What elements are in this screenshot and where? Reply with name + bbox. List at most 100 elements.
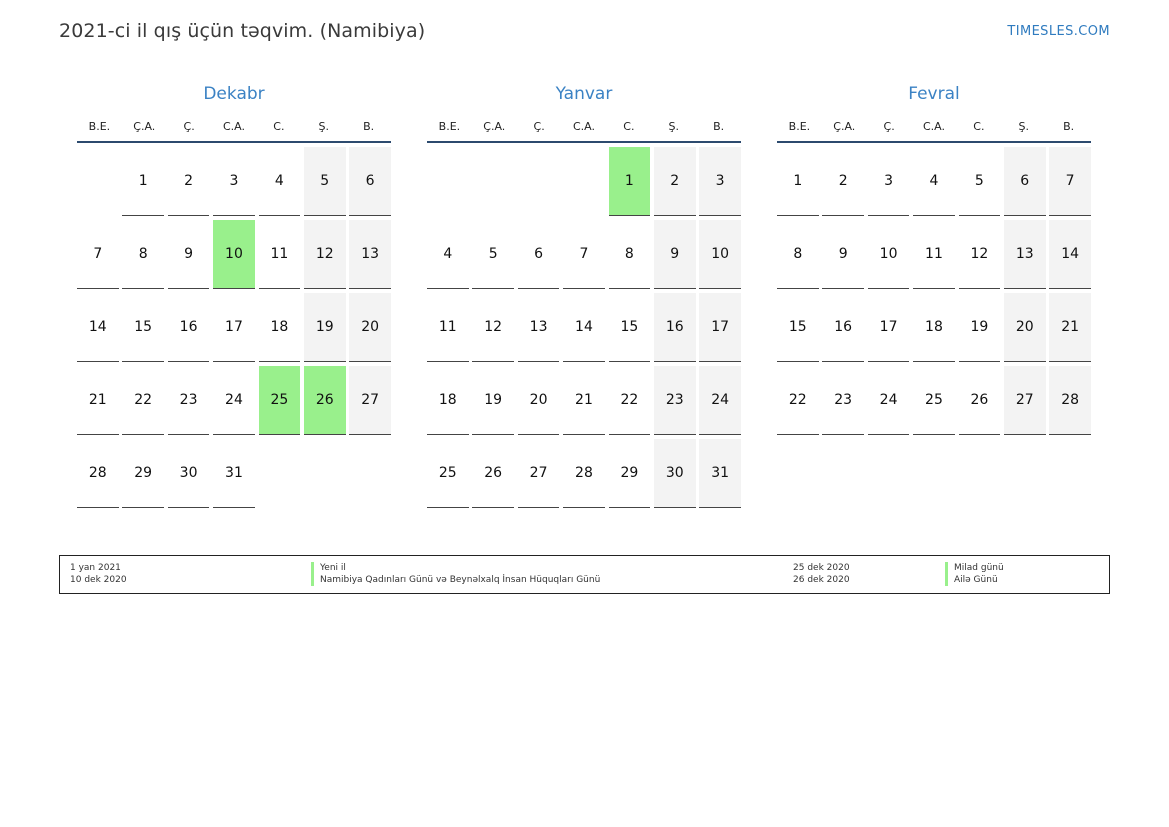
day-cell: 16 [167,293,210,362]
day-cell: 3 [213,147,255,216]
day-cell: 23 [822,366,864,435]
day-cell: 21 [1049,293,1091,362]
day-cell: 21 [77,366,119,435]
empty-cell [77,147,119,216]
day-cell: 19 [303,293,346,362]
weekday-label: Ş. [668,120,679,133]
day-cell: 12 [472,293,514,362]
weekday-header: B.E. Ç.A. Ç. C.A. C. Ş. B. [777,106,1091,143]
day-cell: 6 [349,147,391,216]
day-cell: 3 [699,147,741,216]
empty-cell [427,147,469,216]
weekday-label: B.E. [788,120,811,133]
weekday-label: C.A. [573,120,596,133]
day-cell: 25 [913,366,955,435]
day-cell: 24 [699,366,741,435]
legend-date: 25 dek 2020 [793,563,850,573]
day-cell: 18 [427,366,469,435]
day-cell: 14 [563,293,605,362]
legend-left-names: Yeni il Namibiya Qadınları Günü və Beynə… [311,562,600,586]
day-cell: 14 [1049,220,1091,289]
holiday-day-cell: 1 [608,147,651,216]
brand-link[interactable]: TIMESLES.COM [1007,24,1110,39]
day-cell: 29 [608,439,651,508]
day-cell: 15 [122,293,164,362]
day-cell: 6 [517,220,560,289]
day-cell: 4 [913,147,955,216]
page-title: 2021-ci il qış üçün təqvim. (Namibiya) [59,20,426,42]
day-cell: 18 [913,293,955,362]
day-cell: 25 [427,439,469,508]
legend-left-dates: 1 yan 2021 10 dek 2020 [70,562,127,586]
day-cell: 9 [167,220,210,289]
month-fevral: Fevral B.E. Ç.A. Ç. C.A. C. Ş. B. 1 2 3 4 5 6 7 8 9 10 11 1… [777,84,1091,435]
day-cell: 13 [517,293,560,362]
day-cell: 3 [867,147,910,216]
day-cell: 27 [1003,366,1046,435]
day-cell: 4 [258,147,301,216]
legend-holiday-name: Ailə Günü [945,574,1004,586]
legend-right-names: Milad günü Ailə Günü [945,562,1004,586]
day-cell: 6 [1003,147,1046,216]
legend-holiday-name: Milad günü [945,562,1004,574]
month-yanvar: Yanvar B.E. Ç.A. Ç. C.A. C. Ş. B. 1 2 3 4 5 6 7 8 9 10 11 1… [427,84,741,508]
weekday-label: Ş. [318,120,329,133]
weekday-label: C.A. [923,120,946,133]
weekday-header: B.E. Ç.A. Ç. C.A. C. Ş. B. [427,106,741,143]
month-dekabr: Dekabr B.E. Ç.A. Ç. C.A. C. Ş. B. 1 2 3 4 5 6 7 8 9 10 11 1… [77,84,391,508]
empty-cell [563,147,605,216]
day-cell: 12 [303,220,346,289]
weekday-label: C. [273,120,285,133]
weekday-label: Ç. [533,120,545,133]
weekday-label: Ş. [1018,120,1029,133]
weekday-label: C. [623,120,635,133]
day-cell: 2 [167,147,210,216]
day-cell: 5 [472,220,514,289]
day-grid: 1 2 3 4 5 6 7 8 9 10 11 12 13 14 15 16 17 18 19 20 21 22 23 24 2… [427,147,741,508]
legend-holiday-name: Namibiya Qadınları Günü və Beynəlxalq İn… [311,574,600,586]
empty-cell [472,147,514,216]
day-cell: 7 [563,220,605,289]
day-cell: 15 [777,293,819,362]
weekday-label: Ç.A. [133,120,156,133]
weekday-label: Ç. [183,120,195,133]
day-cell: 18 [258,293,301,362]
day-cell: 28 [563,439,605,508]
day-cell: 13 [349,220,391,289]
day-cell: 9 [653,220,696,289]
weekday-label: B.E. [438,120,461,133]
day-cell: 19 [472,366,514,435]
weekday-header: B.E. Ç.A. Ç. C.A. C. Ş. B. [77,106,391,143]
day-cell: 15 [608,293,651,362]
day-cell: 16 [822,293,864,362]
legend-holiday-name: Yeni il [311,562,600,574]
day-cell: 8 [608,220,651,289]
day-cell: 21 [563,366,605,435]
day-cell: 2 [653,147,696,216]
day-cell: 7 [1049,147,1091,216]
day-cell: 8 [777,220,819,289]
day-cell: 29 [122,439,164,508]
day-cell: 24 [867,366,910,435]
day-grid: 1 2 3 4 5 6 7 8 9 10 11 12 13 14 15 16 17 18 19 20 21 22 23 24 2… [777,147,1091,435]
day-cell: 13 [1003,220,1046,289]
holiday-legend: 1 yan 2021 10 dek 2020 Yeni il Namibiya … [59,555,1110,594]
holiday-day-cell: 25 [258,366,301,435]
day-cell: 16 [653,293,696,362]
holiday-day-cell: 26 [303,366,346,435]
day-cell: 5 [303,147,346,216]
day-cell: 30 [653,439,696,508]
legend-date: 10 dek 2020 [70,575,127,585]
day-grid: 1 2 3 4 5 6 7 8 9 10 11 12 13 14 15 16 17 18 19 20 21 22 23 24 2… [77,147,391,508]
day-cell: 11 [258,220,301,289]
weekday-label: C. [973,120,985,133]
day-cell: 30 [167,439,210,508]
day-cell: 26 [472,439,514,508]
day-cell: 11 [427,293,469,362]
day-cell: 20 [517,366,560,435]
weekday-label: B. [363,120,375,133]
day-cell: 19 [958,293,1001,362]
day-cell: 2 [822,147,864,216]
day-cell: 31 [699,439,741,508]
legend-date: 26 dek 2020 [793,575,850,585]
